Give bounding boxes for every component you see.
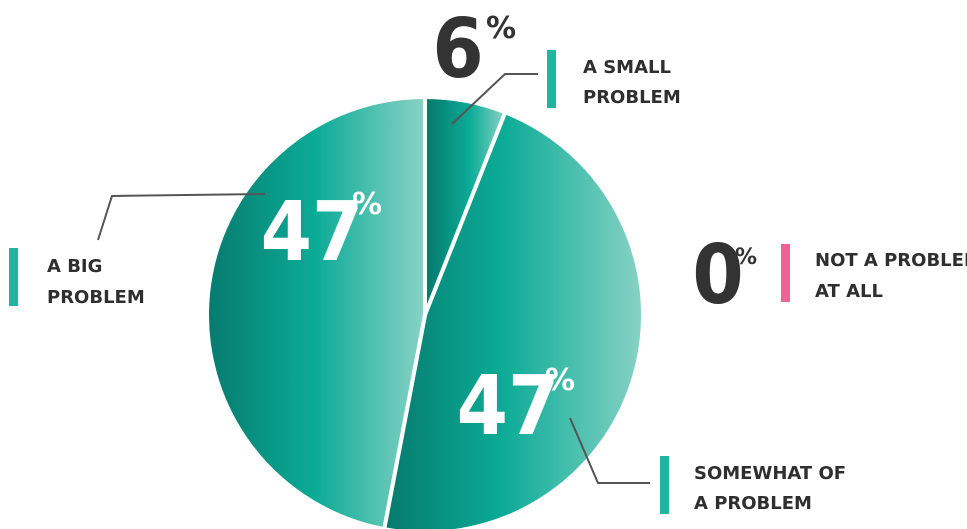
value-label-not-a-problem-at-all: 0 [692, 228, 743, 323]
legend-label-a-big-problem: A BIG PROBLEM [47, 256, 145, 308]
legend-label-somewhat-of-a-problem: SOMEWHAT OF A PROBLEM [694, 463, 852, 514]
legend-label-line: PROBLEM [583, 87, 681, 108]
value-label-somewhat-of-a-problem: 47 [457, 359, 560, 454]
legend-label-line: SOMEWHAT OF [694, 463, 846, 484]
legend-label-line: A PROBLEM [694, 493, 812, 514]
legend-label-line: NOT A PROBLEM [815, 250, 967, 271]
leader-lines [97, 73, 650, 484]
pie-slice-somewhat-of-a-problem [382, 110, 645, 529]
percent-sign-a-big-problem: % [352, 187, 382, 222]
leader-line-a-big-problem [97, 193, 266, 241]
legend-label-line: A BIG [47, 256, 102, 277]
leader-line-somewhat-of-a-problem [569, 417, 650, 484]
legend-marker-somewhat-of-a-problem [660, 456, 669, 514]
legend-label-line: AT ALL [815, 281, 883, 302]
percent-sign-somewhat-of-a-problem: % [545, 363, 575, 398]
legend-label-not-a-problem-at-all: NOT A PROBLEM AT ALL [815, 250, 967, 302]
legend-marker-not-a-problem-at-all [781, 244, 790, 302]
legend-marker-a-small-problem [547, 50, 556, 108]
percent-sign-a-small-problem: % [486, 11, 516, 46]
legend-marker-a-big-problem [9, 248, 18, 306]
legend-label-line: PROBLEM [47, 287, 145, 308]
value-label-a-small-problem: 6 [432, 2, 483, 97]
value-label-a-big-problem: 47 [261, 185, 364, 280]
legend-label-line: A SMALL [583, 57, 671, 78]
value-number: 6 [432, 2, 483, 97]
pie-slice-a-big-problem [205, 95, 427, 529]
leader-line-a-small-problem [451, 73, 538, 125]
percent-sign-not-a-problem-at-all: % [735, 245, 757, 270]
legend-label-a-small-problem: A SMALL PROBLEM [583, 57, 681, 108]
pie-slices [205, 95, 645, 529]
